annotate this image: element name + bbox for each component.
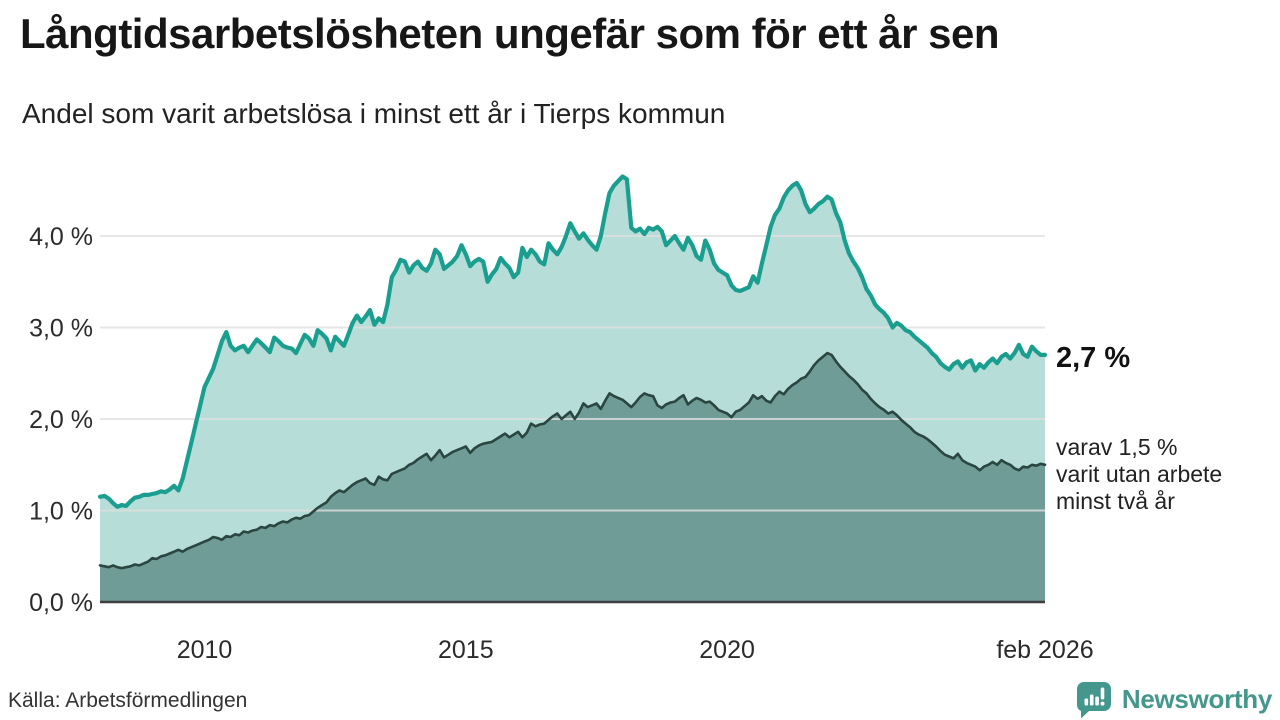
y-tick-label: 4,0 %	[29, 223, 93, 251]
page-title: Långtidsarbetslösheten ungefär som för e…	[20, 10, 1000, 57]
latest-value-annotation: 2,7 %	[1056, 342, 1131, 374]
area-min-two-years	[100, 353, 1045, 602]
two-year-annotation-line2: varit utan arbete	[1056, 461, 1223, 487]
x-tick-label: 2015	[438, 636, 494, 664]
line-min-two-years	[98, 351, 1047, 570]
y-tick-label: 1,0 %	[29, 498, 93, 526]
y-tick-label: 0,0 %	[29, 589, 93, 617]
y-tick-label: 3,0 %	[29, 315, 93, 343]
page-subtitle: Andel som varit arbetslösa i minst ett å…	[22, 98, 726, 129]
source-label: Källa: Arbetsförmedlingen	[8, 689, 248, 712]
line-min-one-year	[97, 174, 1048, 509]
x-tick-label: 2020	[699, 636, 755, 664]
y-tick-label: 2,0 %	[29, 406, 93, 434]
two-year-annotation-line3: minst två år	[1056, 488, 1175, 514]
newsworthy-wordmark: Newsworthy	[1121, 683, 1272, 714]
newsworthy-logo: Newsworthy	[1075, 680, 1272, 718]
two-year-annotation: varav 1,5 % varit utan arbete minst två …	[1056, 434, 1222, 515]
newsworthy-bubble-chart-icon	[1076, 682, 1111, 718]
x-tick-label: feb 2026	[996, 636, 1093, 664]
two-year-annotation-line1: varav 1,5 %	[1056, 434, 1178, 460]
x-tick-label: 2010	[177, 636, 233, 664]
